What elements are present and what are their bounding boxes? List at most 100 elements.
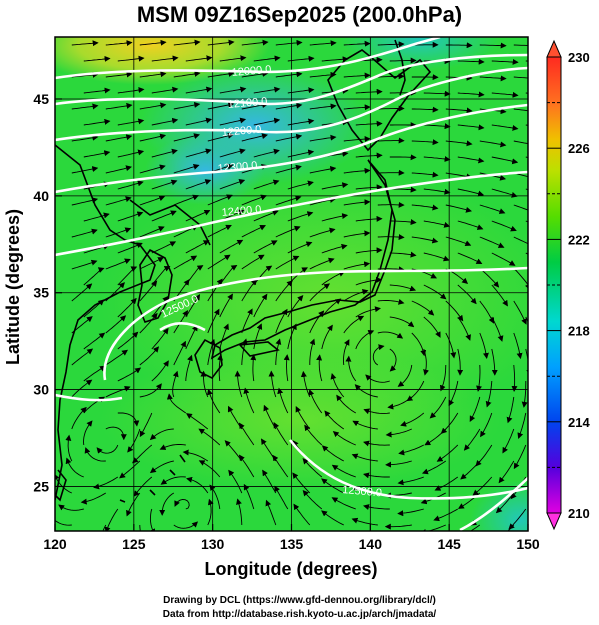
streamline-arrow	[436, 444, 459, 462]
streamline-arrow	[241, 338, 248, 366]
streamline-arrow	[207, 194, 233, 206]
streamline-arrow	[343, 40, 371, 47]
streamline-arrow	[83, 55, 111, 62]
streamline-arrow	[457, 220, 484, 230]
streamline-arrow	[253, 209, 279, 222]
streamline-arrow	[457, 156, 485, 164]
contour-line	[459, 477, 528, 531]
streamline-arrow	[352, 420, 378, 430]
streamline-arrow	[105, 71, 133, 78]
streamline-arrow	[207, 278, 223, 302]
streamline-arrow	[139, 39, 167, 46]
streamline-arrow	[83, 87, 111, 94]
streamline-arrow	[491, 348, 498, 376]
streamline-arrow	[513, 332, 523, 360]
streamline-arrow	[309, 134, 337, 142]
streamline-arrow	[228, 469, 243, 494]
streamline-arrow	[200, 370, 209, 398]
streamline-arrow	[385, 460, 412, 468]
streamline-arrow	[476, 364, 482, 392]
contour-line	[55, 393, 123, 402]
streamline-arrow	[151, 55, 179, 62]
streamline-arrow	[119, 460, 141, 479]
streamline-arrow	[321, 324, 333, 350]
streamline-arrow	[253, 240, 278, 254]
streamline-arrow	[105, 102, 133, 110]
streamline-arrow	[457, 91, 485, 98]
streamline-arrow	[423, 90, 451, 97]
wind-streamlines	[55, 39, 528, 531]
streamline-arrow	[508, 508, 527, 530]
streamline-arrow	[330, 373, 345, 398]
streamline-arrow	[219, 117, 247, 126]
streamline-arrow	[470, 524, 481, 531]
streamline-arrow	[479, 300, 495, 324]
y-tick-label: 30	[33, 382, 49, 398]
streamline-arrow	[460, 460, 481, 480]
streamline-arrow	[275, 39, 303, 46]
streamline-arrow	[304, 424, 323, 446]
streamline-arrow	[83, 118, 111, 126]
streamline-arrow	[302, 489, 323, 510]
streamline-arrow	[479, 332, 489, 359]
streamline-arrow	[457, 316, 471, 341]
streamline-arrow	[126, 492, 141, 517]
streamline-arrow	[241, 278, 258, 302]
streamline-arrow	[321, 271, 346, 286]
streamline-arrow	[83, 267, 105, 286]
streamline-arrow	[84, 447, 106, 462]
contour-line	[55, 37, 441, 80]
y-axis-title: Latitude (degrees)	[3, 209, 23, 365]
contour-line	[159, 321, 206, 332]
streamline-arrow	[83, 365, 106, 382]
streamline-arrow	[389, 219, 417, 226]
streamline-arrow	[185, 240, 210, 254]
streamline-arrow	[275, 71, 303, 78]
credit-line-data: Data from http://database.rish.kyoto-u.a…	[162, 609, 437, 620]
streamline-arrow	[253, 86, 281, 94]
streamline-arrow	[265, 499, 277, 526]
colorbar-tick-label: 218	[568, 324, 590, 339]
streamline-arrow	[219, 239, 244, 254]
streamline-arrow	[479, 42, 507, 49]
streamline-arrow	[117, 55, 145, 62]
streamline-arrow	[411, 171, 439, 178]
streamline-arrow	[151, 210, 177, 222]
streamline-arrow	[71, 379, 93, 398]
streamline-arrow	[517, 412, 527, 439]
streamline-arrow	[309, 257, 335, 270]
streamline-arrow	[117, 118, 145, 126]
streamline-arrow	[132, 444, 153, 464]
streamline-arrow	[513, 236, 528, 245]
streamline-arrow	[389, 284, 417, 292]
colorbar-upper-triangle	[546, 39, 562, 58]
streamline-arrow	[253, 117, 281, 126]
streamline-arrow	[275, 195, 302, 206]
streamline-arrow	[151, 117, 179, 126]
colorbar-ticks: 210 214 218 222 226 230	[547, 50, 590, 521]
streamline-arrow	[321, 213, 349, 222]
streamline-arrow	[151, 360, 169, 382]
streamline-arrow	[321, 56, 349, 63]
streamline-arrow	[219, 179, 246, 190]
streamline-arrow	[219, 293, 233, 318]
streamline-arrow	[241, 308, 253, 334]
y-tick-label: 25	[33, 478, 49, 494]
streamline-arrow	[219, 86, 247, 94]
streamline-arrow	[513, 76, 528, 79]
streamline-arrow	[343, 230, 371, 238]
streamline-arrow	[117, 86, 145, 94]
coast-hokkaido	[327, 49, 432, 152]
streamline-arrow	[355, 215, 383, 222]
streamline-arrow	[275, 102, 303, 110]
streamline-arrow	[241, 70, 269, 78]
streamline-arrow	[377, 234, 405, 241]
streamline-arrow	[287, 149, 315, 158]
streamline-arrow	[185, 55, 213, 62]
temperature-field	[55, 37, 528, 531]
credit-line-drawing: Drawing by DCL (https://www.gfd-dennou.o…	[163, 595, 436, 606]
streamline-arrow	[355, 120, 383, 127]
contour-line	[55, 53, 528, 106]
streamline-arrow	[139, 524, 141, 531]
streamline-arrow	[457, 58, 485, 65]
